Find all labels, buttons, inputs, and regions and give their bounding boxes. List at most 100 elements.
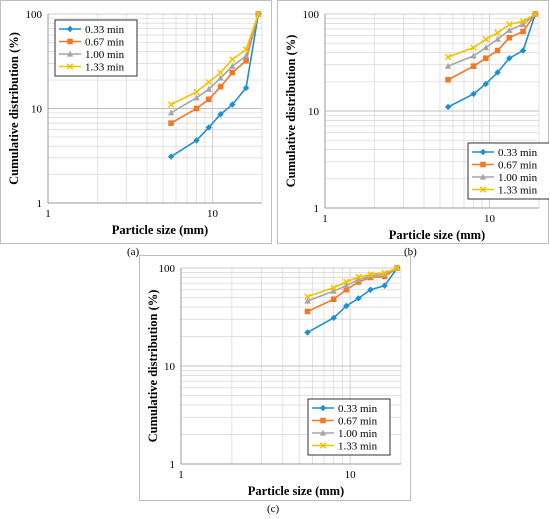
y-tick-label: 10 (31, 104, 43, 116)
data-point (304, 308, 311, 315)
legend-marker (479, 186, 487, 193)
data-point (355, 276, 362, 283)
legend-label: 0.33 min (498, 147, 538, 159)
data-point (229, 69, 236, 76)
panel-label-c: (c) (267, 503, 280, 515)
chart-c: 1 10 1 10 100 Particle size (mm) Cumulative di… (139, 255, 411, 501)
data-point (506, 55, 513, 62)
legend-label: 0.67 min (85, 37, 125, 49)
data-point (217, 69, 224, 76)
data-point (193, 94, 200, 101)
data-point (167, 109, 175, 116)
legend-marker (320, 417, 326, 424)
y-axis-label: Cumulative distribution (%) (284, 35, 298, 188)
data-point (470, 44, 477, 51)
data-point (330, 287, 337, 294)
data-point (343, 282, 350, 289)
data-point (217, 111, 224, 118)
legend-marker (319, 429, 327, 436)
data-point (532, 10, 539, 18)
data-point (330, 314, 337, 322)
legend-marker (480, 161, 486, 168)
legend-marker (67, 38, 73, 45)
data-point (217, 74, 224, 81)
data-point (304, 293, 311, 300)
data-point (355, 295, 362, 302)
chart-frame (139, 255, 411, 501)
data-point (367, 271, 374, 278)
chart-frame (277, 0, 549, 244)
series-0-33-min (304, 264, 401, 336)
legend-marker (319, 442, 327, 449)
x-axis-label: Particle size (mm) (112, 223, 208, 237)
legend-marker (66, 50, 74, 57)
x-tick-label: 10 (484, 213, 496, 225)
data-point (242, 52, 250, 59)
y-tick-label: 10 (308, 106, 320, 118)
data-point (167, 101, 175, 108)
data-point (367, 272, 374, 279)
legend-marker (479, 173, 487, 180)
data-point (229, 101, 236, 108)
data-point (483, 55, 489, 62)
series-0-33-min (167, 10, 262, 160)
legend-marker (66, 25, 74, 33)
y-tick-label: 10 (164, 361, 176, 373)
data-point (343, 278, 350, 286)
data-point (167, 153, 175, 160)
x-tick-label: 1 (178, 469, 184, 481)
legend-label: 0.33 min (85, 24, 125, 36)
data-point (229, 62, 236, 69)
data-point (520, 28, 526, 35)
legend-label: 1.00 min (338, 428, 378, 440)
data-point (482, 35, 490, 43)
data-point (193, 88, 200, 96)
data-point (243, 57, 249, 64)
data-point (506, 26, 513, 33)
series-1-33-min (304, 264, 401, 300)
y-tick-label: 100 (159, 263, 176, 275)
chart-b: 1 10 1 10 100 Particle size (mm) Cumulative di… (277, 0, 549, 244)
legend-label: 0.67 min (338, 416, 378, 428)
data-point (205, 78, 213, 86)
data-point (519, 18, 527, 25)
x-axis-label: Particle size (mm) (389, 228, 485, 242)
data-point (494, 47, 501, 54)
data-point (343, 286, 350, 293)
data-point (304, 297, 311, 304)
legend-marker (319, 404, 327, 412)
data-point (444, 53, 452, 61)
data-point (229, 56, 236, 63)
legend-label: 1.00 min (85, 49, 125, 61)
x-tick-label: 1 (45, 208, 51, 220)
panel-label-a: (a) (127, 246, 140, 258)
data-point (519, 47, 527, 54)
data-point (494, 29, 501, 37)
data-point (255, 10, 262, 18)
data-point (519, 21, 527, 28)
data-point (470, 52, 477, 59)
data-point (444, 62, 452, 69)
y-tick-label: 1 (314, 203, 320, 215)
legend-label: 1.33 min (498, 185, 538, 197)
data-point (355, 273, 362, 281)
data-point (242, 84, 250, 92)
x-axis-label: Particle size (mm) (248, 484, 344, 498)
data-point (206, 96, 212, 103)
data-point (304, 329, 311, 336)
x-tick-label: 10 (207, 208, 219, 220)
data-point (506, 21, 513, 28)
data-point (494, 35, 501, 42)
data-point (242, 46, 250, 53)
legend-marker (479, 148, 487, 156)
series-1-33-min (444, 10, 539, 61)
y-tick-label: 1 (37, 198, 43, 210)
data-point (205, 124, 213, 131)
data-point (367, 286, 374, 293)
data-point (168, 120, 174, 126)
data-point (482, 80, 490, 88)
data-point (445, 76, 451, 83)
data-point (205, 85, 213, 92)
y-axis-label: Cumulative distribution (%) (7, 32, 21, 185)
